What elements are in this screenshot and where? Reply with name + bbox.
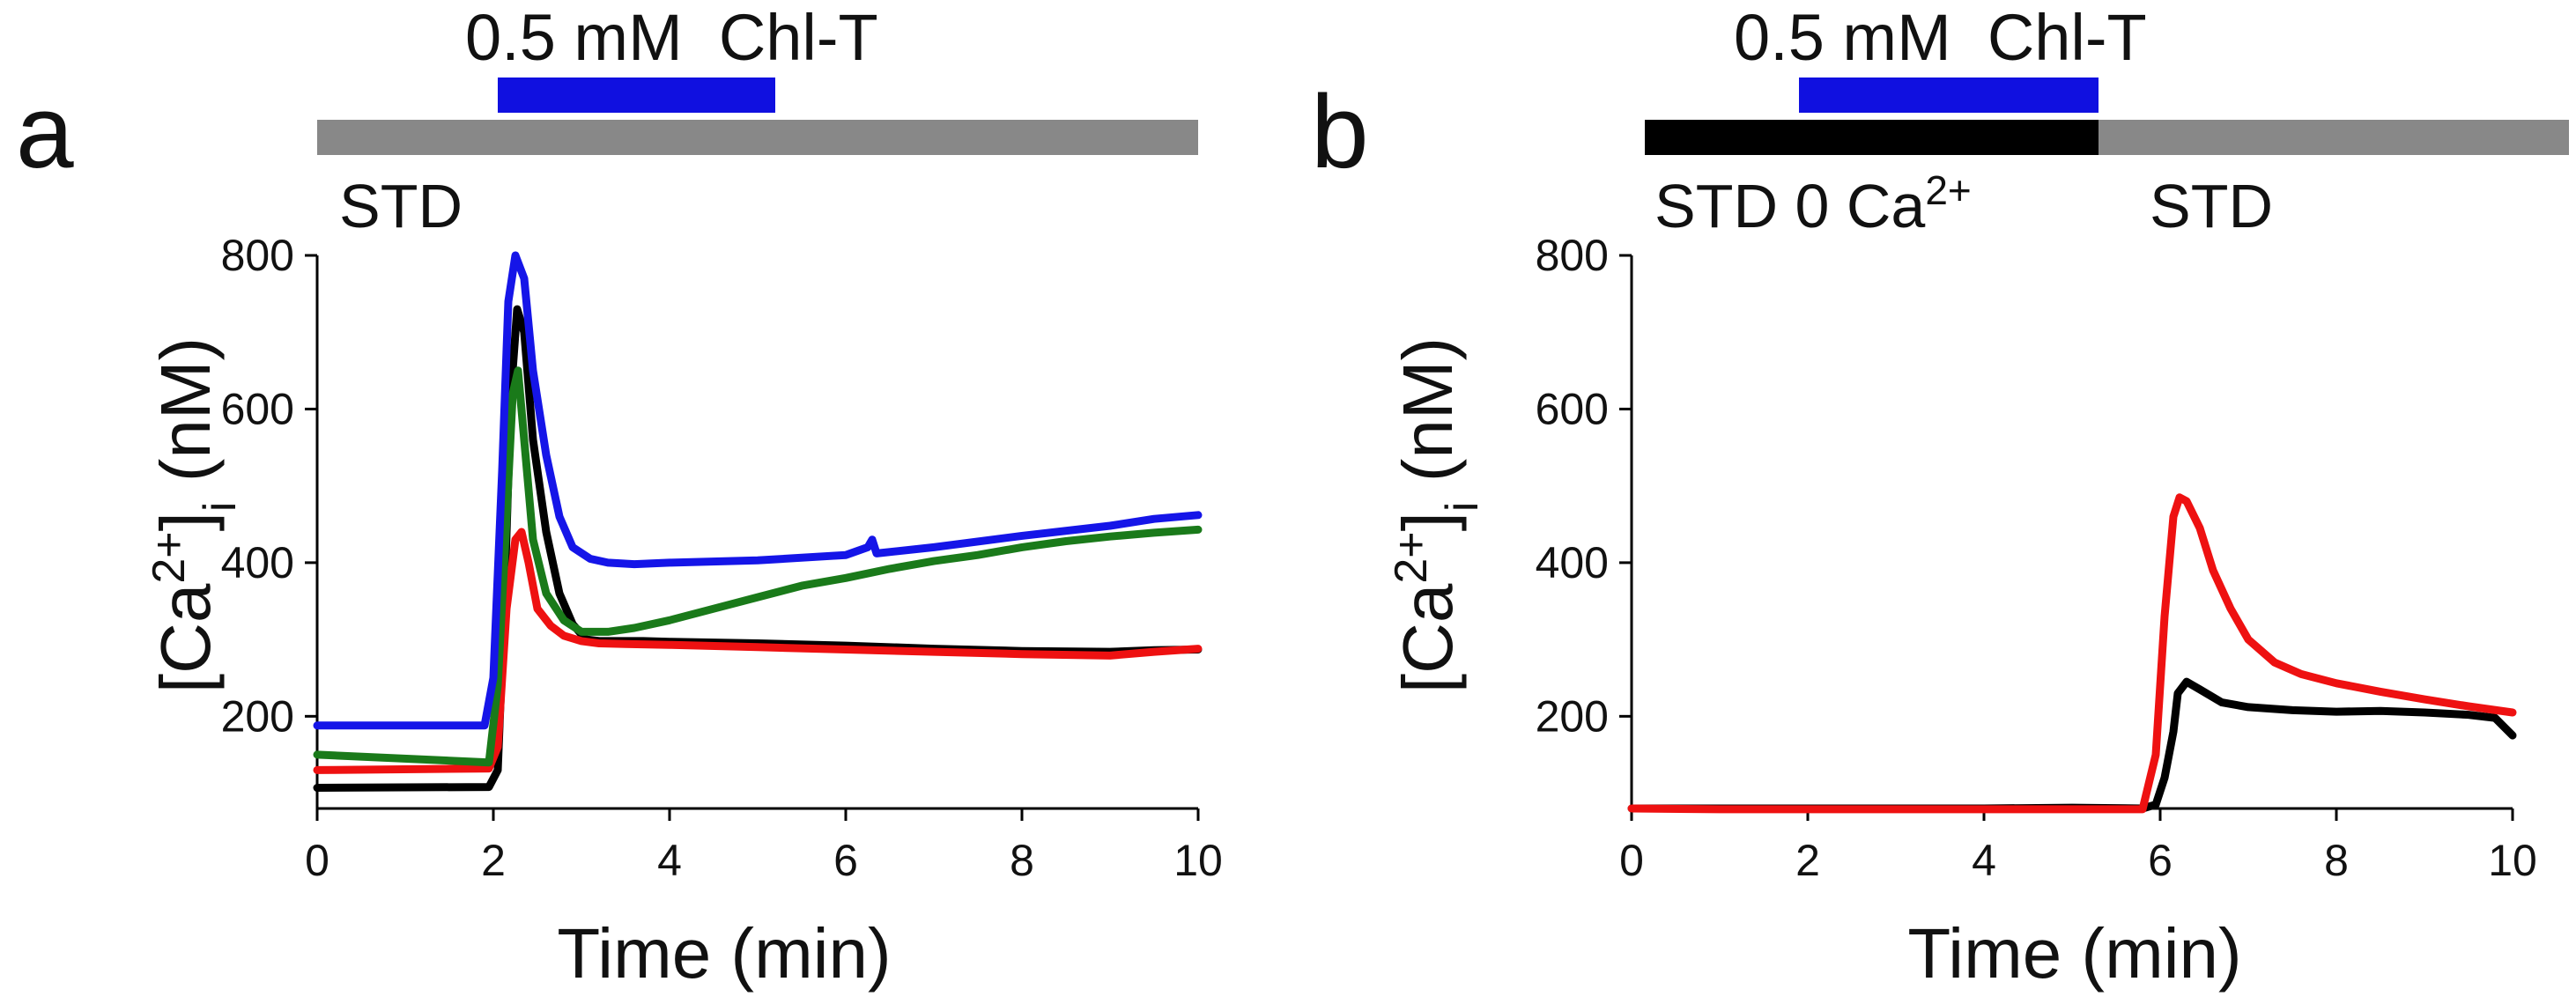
panel-a-x-ticks: 0 2 4 6 8 10 (305, 808, 1223, 885)
y-tick-label: 600 (1536, 384, 1609, 433)
x-tick-label: 8 (1010, 836, 1034, 885)
x-tick-label: 8 (2324, 836, 2349, 885)
series-line-red (1627, 493, 2517, 814)
series-line-green (313, 366, 1203, 767)
panel-a-letter: a (16, 74, 74, 190)
x-tick-label: 4 (1972, 836, 1996, 885)
y-tick-label: 200 (221, 691, 294, 741)
series-line-black (313, 305, 1203, 792)
y-tick-label: 200 (1536, 691, 1609, 741)
panel-a-xlabel: Time (min) (557, 914, 891, 993)
x-tick-label: 0 (305, 836, 329, 885)
x-tick-label: 6 (2148, 836, 2173, 885)
x-tick-label: 10 (1173, 836, 1223, 885)
x-tick-label: 4 (657, 836, 682, 885)
panel-b-zero-calcium-solution-bar (1645, 120, 2099, 155)
panel-b-x-ticks: 0 2 4 6 8 10 (1619, 808, 2537, 885)
panel-b-y-ticks: 200 400 600 800 (1536, 231, 1632, 741)
panel-a-drug-bar (498, 78, 775, 113)
y-tick-label: 800 (1536, 231, 1609, 280)
panel-b-axes (1630, 255, 2513, 810)
panel-b-solution-label-1: STD 0 Ca2+ (1654, 167, 1972, 240)
panel-b: b 0.5 mM Chl-T STD 0 Ca2+ STD [Ca2+]i (n… (1311, 1, 2569, 993)
panel-a-solution-label: STD (339, 172, 463, 240)
x-tick-label: 2 (481, 836, 506, 885)
panel-b-series (1627, 493, 2517, 814)
panel-b-ylabel: [Ca2+]i (nM) (1386, 337, 1488, 693)
panel-b-std-solution-bar (2099, 120, 2569, 155)
series-line-black (1627, 677, 2517, 813)
y-tick-label: 800 (221, 231, 294, 280)
panel-a-series (313, 251, 1203, 792)
panel-b-drug-bar (1799, 78, 2099, 113)
x-tick-label: 6 (833, 836, 858, 885)
panel-a-drug-label: 0.5 mM Chl-T (465, 1, 878, 74)
y-tick-label: 600 (221, 384, 294, 433)
x-tick-label: 10 (2488, 836, 2537, 885)
panel-a-std-solution-bar (317, 120, 1198, 155)
panel-a-y-ticks: 200 400 600 800 (221, 231, 317, 741)
y-tick-label: 400 (1536, 538, 1609, 587)
x-tick-label: 0 (1619, 836, 1644, 885)
y-tick-label: 400 (221, 538, 294, 587)
panel-b-drug-label: 0.5 mM Chl-T (1734, 1, 2147, 74)
series-line-red (313, 528, 1203, 774)
x-tick-label: 2 (1795, 836, 1820, 885)
panel-b-letter: b (1311, 74, 1369, 190)
series-line-blue (313, 251, 1203, 730)
panel-a: a 0.5 mM Chl-T STD [Ca2+]i (nM) Time (mi… (16, 1, 1223, 993)
panel-b-solution-label-2: STD (2150, 172, 2273, 240)
panel-b-xlabel: Time (min) (1907, 914, 2241, 993)
